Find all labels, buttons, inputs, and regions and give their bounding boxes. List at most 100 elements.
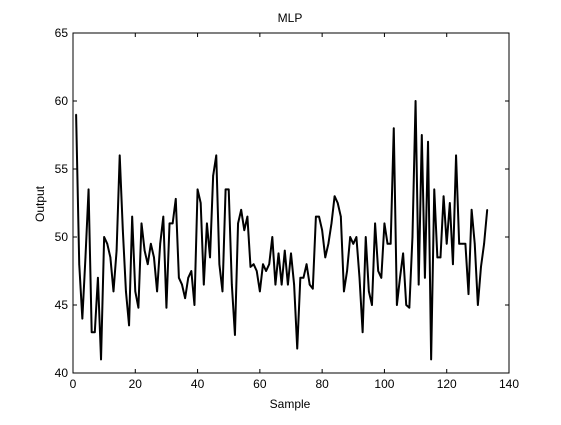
data-point bbox=[392, 127, 395, 129]
data-point bbox=[352, 243, 355, 245]
data-point bbox=[203, 283, 205, 286]
data-point bbox=[240, 209, 242, 211]
data-point bbox=[408, 306, 411, 309]
data-point bbox=[81, 317, 84, 320]
data-point bbox=[405, 304, 408, 306]
x-tick-label: 40 bbox=[191, 377, 205, 391]
x-tick-label: 120 bbox=[437, 377, 457, 391]
data-point bbox=[486, 209, 489, 211]
data-point bbox=[461, 243, 464, 245]
data-point bbox=[128, 324, 130, 327]
data-point bbox=[364, 236, 367, 238]
data-point bbox=[287, 283, 289, 286]
x-tick-label: 80 bbox=[315, 377, 329, 391]
data-point bbox=[399, 277, 401, 279]
data-point bbox=[187, 277, 190, 279]
data-point bbox=[445, 243, 448, 245]
data-point bbox=[470, 209, 473, 211]
y-tick-label: 40 bbox=[55, 366, 69, 380]
data-point bbox=[458, 243, 460, 245]
data-point bbox=[293, 283, 295, 286]
data-point bbox=[333, 195, 336, 197]
data-point bbox=[330, 222, 333, 225]
data-point bbox=[190, 270, 193, 272]
chart-title: MLP bbox=[278, 11, 303, 25]
data-point bbox=[346, 270, 348, 272]
data-point bbox=[299, 277, 302, 279]
data-point bbox=[118, 154, 121, 157]
data-point bbox=[340, 215, 342, 218]
data-point bbox=[231, 283, 233, 286]
x-tick-label: 60 bbox=[253, 377, 267, 391]
y-tick-label: 65 bbox=[55, 26, 69, 40]
data-point bbox=[227, 188, 230, 191]
data-point bbox=[417, 283, 420, 286]
data-point bbox=[442, 195, 445, 197]
data-point bbox=[165, 306, 168, 309]
data-point bbox=[305, 263, 308, 266]
y-tick-label: 60 bbox=[55, 94, 69, 108]
data-point bbox=[467, 293, 470, 295]
data-point bbox=[327, 243, 330, 245]
data-point bbox=[427, 141, 429, 143]
data-point bbox=[358, 277, 361, 279]
data-point bbox=[181, 283, 183, 286]
data-point bbox=[265, 270, 267, 272]
data-point bbox=[361, 331, 364, 334]
data-point bbox=[343, 290, 345, 293]
data-point bbox=[308, 283, 311, 286]
x-tick-label: 20 bbox=[129, 377, 143, 391]
data-point bbox=[483, 243, 485, 245]
data-point bbox=[368, 290, 370, 293]
data-point bbox=[252, 263, 255, 266]
data-point bbox=[396, 304, 398, 306]
data-point bbox=[87, 188, 90, 191]
data-point bbox=[156, 290, 158, 293]
data-point bbox=[439, 256, 442, 259]
data-point bbox=[90, 331, 93, 334]
data-point bbox=[421, 134, 423, 136]
data-point bbox=[168, 222, 171, 225]
data-point bbox=[75, 113, 77, 116]
data-point bbox=[212, 175, 214, 177]
data-point bbox=[477, 304, 479, 306]
y-axis-label: Output bbox=[33, 185, 47, 222]
axes-box bbox=[72, 32, 510, 374]
x-tick-label: 0 bbox=[70, 377, 77, 391]
data-point bbox=[209, 256, 211, 259]
plot-area: 0 20 40 60 80 100 120 140 40 45 50 55 60 65 bbox=[55, 26, 520, 391]
data-point bbox=[224, 188, 227, 191]
data-point bbox=[386, 243, 389, 245]
data-point bbox=[355, 236, 358, 238]
data-point bbox=[464, 243, 467, 245]
data-point bbox=[246, 215, 249, 218]
data-point bbox=[449, 202, 451, 204]
data-point bbox=[122, 229, 124, 231]
data-point bbox=[277, 252, 280, 255]
data-point bbox=[196, 188, 199, 191]
data-point bbox=[377, 270, 380, 272]
data-point bbox=[283, 249, 286, 252]
data-point bbox=[206, 222, 208, 225]
data-point bbox=[97, 277, 99, 279]
data-point bbox=[321, 229, 323, 231]
data-point bbox=[424, 277, 426, 279]
data-point bbox=[262, 263, 264, 266]
data-point bbox=[480, 266, 482, 268]
data-point bbox=[402, 252, 404, 255]
y-tick-label: 55 bbox=[55, 162, 69, 176]
data-point bbox=[137, 306, 140, 309]
data-point bbox=[436, 256, 439, 259]
data-point bbox=[318, 215, 320, 218]
data-point bbox=[125, 290, 127, 293]
data-point bbox=[237, 222, 239, 225]
data-point bbox=[171, 222, 174, 225]
x-tick-label: 140 bbox=[499, 377, 519, 391]
data-point bbox=[324, 256, 327, 259]
data-point bbox=[103, 236, 105, 238]
data-point bbox=[112, 290, 115, 293]
data-point bbox=[159, 243, 161, 245]
data-point bbox=[290, 252, 292, 255]
data-point bbox=[312, 287, 314, 290]
data-point bbox=[146, 263, 149, 266]
